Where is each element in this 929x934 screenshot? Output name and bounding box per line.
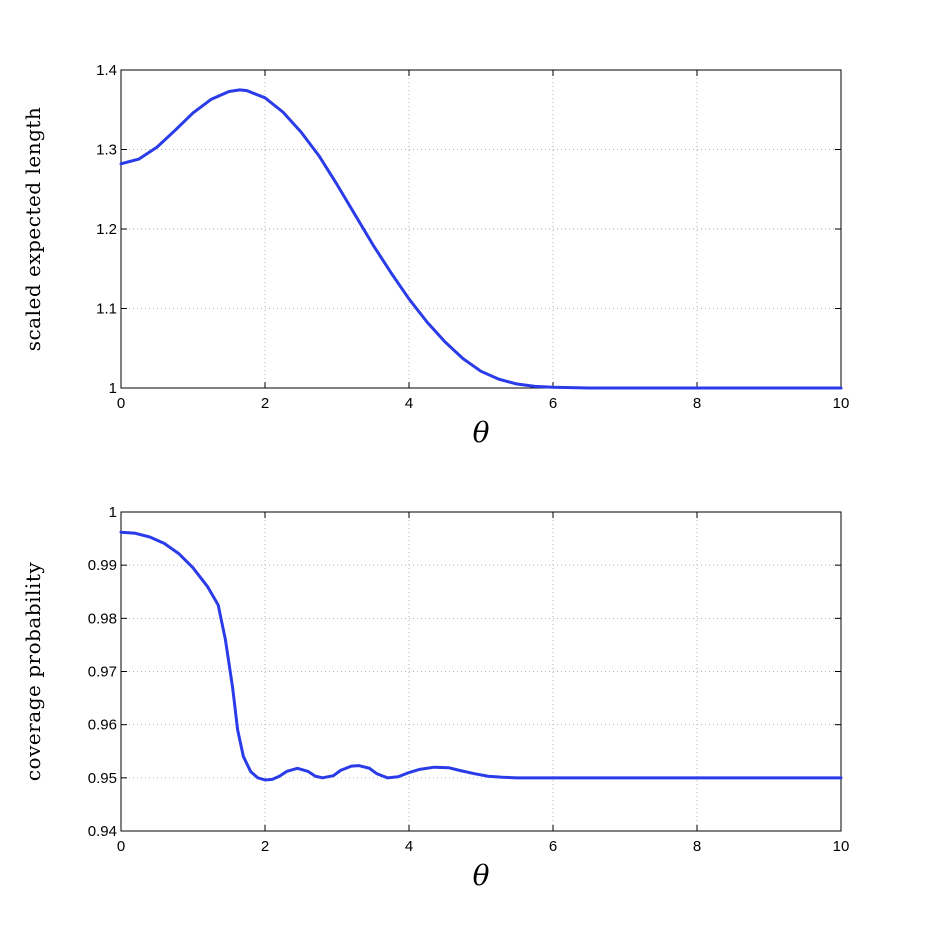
y-tick-label: 0.97 [88, 664, 117, 681]
subplot-coverage-probability: 0 2 4 6 8 10 0.94 0.95 0.96 0.97 0.98 0.99 1 θ coverag… [21, 504, 849, 892]
x-tick-label: 2 [261, 838, 269, 855]
x-tick-label: 2 [261, 395, 269, 412]
series-line [119, 88, 843, 390]
x-tick-label: 8 [693, 838, 701, 855]
series-line [119, 530, 843, 782]
y-tick-label: 1.4 [96, 62, 117, 79]
x-tick-label: 4 [405, 395, 413, 412]
y-tick-label: 0.99 [88, 557, 117, 574]
y-tick-label: 0.94 [88, 823, 117, 840]
x-axis-label: θ [473, 859, 490, 892]
x-tick-label: 8 [693, 395, 701, 412]
y-tick-label: 0.96 [88, 717, 117, 734]
x-tick-label: 6 [549, 838, 557, 855]
y-axis-label: scaled expected length [21, 107, 45, 352]
subplot-expected-length: 0 2 4 6 8 10 1 1.1 1.2 1.3 1.4 θ scaled expected len… [21, 62, 849, 449]
x-tick-label: 10 [833, 838, 850, 855]
y-tick-label: 0.98 [88, 610, 117, 627]
x-tick-label: 0 [117, 395, 125, 412]
y-tick-label: 1.1 [96, 301, 117, 318]
y-tick-label: 0.95 [88, 770, 117, 787]
y-tick-label: 1.2 [96, 221, 117, 238]
x-axis-label: θ [473, 416, 490, 449]
y-tick-label: 1.3 [96, 142, 117, 159]
x-tick-label: 4 [405, 838, 413, 855]
x-tick-label: 6 [549, 395, 557, 412]
x-tick-label: 10 [833, 395, 850, 412]
y-tick-label: 1 [109, 380, 117, 397]
y-axis-label: coverage probability [21, 562, 45, 782]
x-tick-label: 0 [117, 838, 125, 855]
y-tick-label: 1 [109, 504, 117, 521]
